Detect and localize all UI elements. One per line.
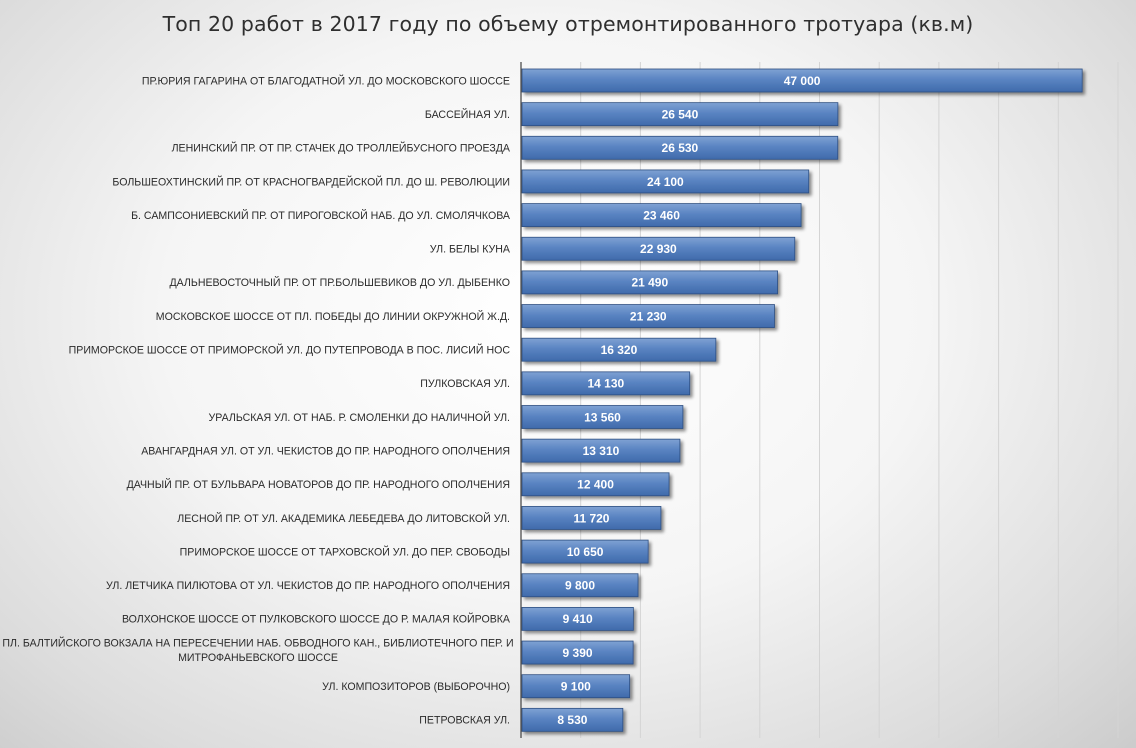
category-label: МОСКОВСКОЕ ШОССЕ ОТ ПЛ. ПОБЕДЫ ДО ЛИНИИ … [156, 310, 510, 323]
bar [521, 405, 684, 429]
category-label: Б. САМПСОНИЕВСКИЙ ПР. ОТ ПИРОГОВСКОЙ НАБ… [131, 209, 511, 222]
category-label: ПРИМОРСКОЕ ШОССЕ ОТ ТАРХОВСКОЙ УЛ. ДО ПЕ… [180, 545, 510, 558]
category-label: ПЛ. БАЛТИЙСКОГО ВОКЗАЛА НА ПЕРЕСЕЧЕНИИ Н… [2, 637, 513, 665]
data-label: 13 310 [583, 444, 620, 458]
bar [521, 102, 839, 127]
bar [521, 169, 810, 194]
bar [521, 337, 717, 362]
bar [521, 707, 624, 732]
data-label: 21 490 [631, 276, 668, 290]
category-label: УРАЛЬСКАЯ УЛ. ОТ НАБ. Р. СМОЛЕНКИ ДО НАЛ… [209, 411, 510, 424]
data-label: 26 540 [662, 107, 699, 121]
bar [521, 236, 796, 261]
category-label: ДАЛЬНЕВОСТОЧНЫЙ ПР. ОТ ПР.БОЛЬШЕВИКОВ ДО… [169, 276, 510, 289]
category-label: ПЕТРОВСКАЯ УЛ. [419, 715, 510, 727]
data-label: 16 320 [601, 343, 638, 357]
bar [521, 506, 662, 530]
data-label: 9 100 [561, 680, 591, 694]
category-label: ПУЛКОВСКАЯ УЛ. [420, 378, 510, 390]
bar [521, 472, 670, 497]
category-label: ДАЧНЫЙ ПР. ОТ БУЛЬВАРА НОВАТОРОВ ДО ПР. … [127, 478, 510, 491]
data-label: 8 530 [557, 713, 587, 727]
bar [521, 539, 649, 564]
category-label: БАССЕЙНАЯ УЛ. [425, 108, 510, 121]
bar [521, 573, 639, 598]
category-label: УЛ. ЛЕТЧИКА ПИЛЮТОВА ОТ УЛ. ЧЕКИСТОВ ДО … [106, 580, 510, 592]
bar [521, 304, 775, 328]
data-label: 9 410 [563, 612, 593, 626]
bar [521, 438, 681, 463]
data-label: 47 000 [784, 74, 821, 88]
data-label: 10 650 [567, 545, 604, 559]
category-labels: ПР.ЮРИЯ ГАГАРИНА ОТ БЛАГОДАТНОЙ УЛ. ДО М… [2, 74, 513, 726]
bar [521, 371, 691, 396]
category-label: УЛ. БЕЛЫ КУНА [430, 244, 511, 256]
category-label: УЛ. КОМПОЗИТОРОВ (ВЫБОРОЧНО) [322, 681, 510, 693]
data-label: 13 560 [584, 410, 621, 424]
category-label: АВАНГАРДНАЯ УЛ. ОТ УЛ. ЧЕКИСТОВ ДО ПР. Н… [141, 445, 510, 457]
data-label: 11 720 [573, 511, 609, 525]
bars: 47 000 26 540 26 530 24 100 23 460 22 930 21 4… [521, 68, 1083, 732]
data-label: 22 930 [640, 242, 677, 256]
bar [521, 270, 778, 295]
data-label: 9 800 [565, 579, 595, 593]
category-label: ПРИМОРСКОЕ ШОССЕ ОТ ПРИМОРСКОЙ УЛ. ДО ПУ… [69, 344, 511, 357]
chart-title: Топ 20 работ в 2017 году по объему отрем… [162, 12, 974, 36]
bar [521, 640, 634, 665]
bar [521, 135, 839, 160]
data-label: 24 100 [647, 175, 684, 189]
category-label: ЛЕСНОЙ ПР. ОТ УЛ. АКАДЕМИКА ЛЕБЕДЕВА ДО … [177, 512, 510, 525]
data-label: 26 530 [662, 141, 699, 155]
bar [521, 674, 631, 699]
category-label: ПР.ЮРИЯ ГАГАРИНА ОТ БЛАГОДАТНОЙ УЛ. ДО М… [142, 74, 510, 87]
gridlines [580, 62, 1119, 738]
bar [521, 68, 1083, 93]
data-label: 12 400 [577, 478, 614, 492]
data-label: 21 230 [630, 309, 667, 323]
category-label: БОЛЬШЕОХТИНСКИЙ ПР. ОТ КРАСНОГВАРДЕЙСКОЙ… [112, 175, 510, 188]
data-label: 9 390 [563, 646, 593, 660]
bar [521, 203, 802, 228]
data-label: 23 460 [643, 208, 680, 222]
category-label: ЛЕНИНСКИЙ ПР. ОТ ПР. СТАЧЕК ДО ТРОЛЛЕЙБУ… [172, 142, 511, 155]
data-label: 14 130 [588, 377, 625, 391]
category-label: ВОЛХОНСКОЕ ШОССЕ ОТ ПУЛКОВСКОГО ШОССЕ ДО… [122, 613, 511, 626]
bar [521, 607, 634, 631]
